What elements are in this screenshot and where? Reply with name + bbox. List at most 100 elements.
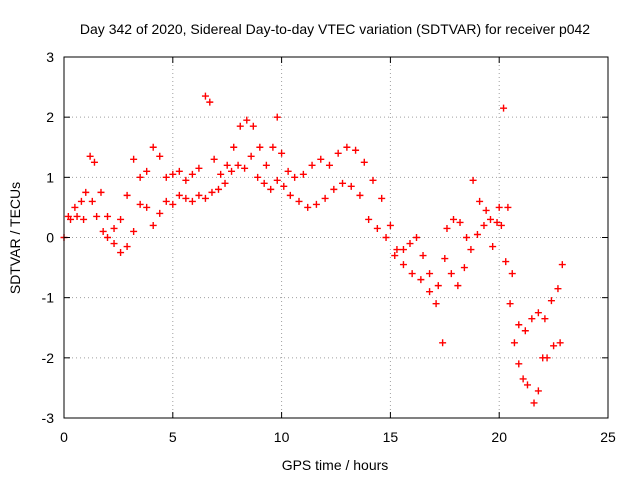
data-point (482, 206, 490, 214)
data-point (528, 315, 536, 323)
data-point (365, 215, 373, 223)
data-point (504, 203, 512, 211)
y-tick-label: -3 (42, 410, 55, 426)
data-point (280, 182, 288, 190)
data-point (467, 246, 475, 254)
grid-lines (64, 57, 608, 418)
y-tick-label: 1 (46, 169, 54, 185)
data-point (558, 261, 566, 269)
data-point (77, 197, 85, 205)
data-point (497, 221, 505, 229)
y-axis-label: SDTVAR / TECUs (7, 182, 23, 294)
data-point (534, 309, 542, 317)
data-point (378, 194, 386, 202)
data-point (447, 270, 455, 278)
data-point (110, 224, 118, 232)
data-point (273, 176, 281, 184)
data-point (210, 155, 218, 163)
data-point (510, 339, 518, 347)
data-point (506, 300, 514, 308)
data-point (399, 246, 407, 254)
data-point (419, 252, 427, 260)
data-point (519, 375, 527, 383)
data-point (304, 203, 312, 211)
data-point (175, 191, 183, 199)
data-point (71, 203, 79, 211)
data-point (339, 179, 347, 187)
y-tick-label: -2 (42, 350, 55, 366)
data-point (312, 200, 320, 208)
data-point (262, 161, 270, 169)
data-point (73, 212, 81, 220)
data-point (489, 243, 497, 251)
data-point (201, 92, 209, 100)
series-2 (67, 152, 564, 407)
data-point (521, 327, 529, 335)
data-point (228, 167, 236, 175)
data-point (360, 158, 368, 166)
data-point (149, 143, 157, 151)
data-point (188, 170, 196, 178)
data-point (393, 246, 401, 254)
y-tick-label: 0 (46, 230, 54, 246)
data-point (117, 249, 125, 257)
data-point (515, 360, 523, 368)
data-point (130, 227, 138, 235)
data-point (308, 161, 316, 169)
series-1 (60, 92, 566, 347)
data-point (347, 182, 355, 190)
x-tick-label: 20 (491, 429, 507, 445)
chart-title: Day 342 of 2020, Sidereal Day-to-day VTE… (80, 21, 590, 37)
data-point (469, 176, 477, 184)
data-point (214, 185, 222, 193)
data-point (295, 197, 303, 205)
data-point (439, 339, 447, 347)
data-point (278, 149, 286, 157)
data-point (495, 203, 503, 211)
x-tick-label: 15 (383, 429, 399, 445)
data-point (456, 218, 464, 226)
data-point (413, 234, 421, 241)
data-point (195, 164, 203, 172)
data-point (386, 221, 394, 229)
data-point (110, 240, 118, 248)
data-point (247, 152, 255, 160)
data-point (273, 113, 281, 121)
data-point (454, 282, 462, 290)
data-point (243, 116, 251, 124)
data-point (382, 234, 390, 241)
axis-ticks: 0 5 10 15 20 25 -3 -2 -1 0 1 2 3 (42, 49, 616, 445)
data-point (182, 176, 190, 184)
data-point (175, 167, 183, 175)
y-tick-label: 2 (46, 109, 54, 125)
data-point (502, 258, 510, 266)
data-point (321, 194, 329, 202)
x-tick-label: 10 (274, 429, 290, 445)
data-point (554, 285, 562, 293)
data-point (123, 243, 131, 251)
data-point (508, 270, 516, 278)
data-point (169, 170, 177, 178)
data-point (523, 381, 531, 389)
data-point (221, 179, 229, 187)
data-point (236, 122, 244, 130)
data-point (299, 170, 307, 178)
data-point (104, 234, 112, 241)
data-point (399, 261, 407, 269)
data-point (373, 224, 381, 232)
data-point (460, 264, 468, 272)
data-point (426, 270, 434, 278)
data-point (249, 122, 257, 130)
data-point (417, 276, 425, 284)
data-point (223, 161, 231, 169)
data-point (541, 315, 549, 323)
data-point (515, 321, 523, 329)
x-tick-label: 5 (169, 429, 177, 445)
data-point (450, 215, 458, 223)
data-point (408, 270, 416, 278)
data-point (556, 339, 564, 347)
data-point (143, 167, 151, 175)
data-points (60, 92, 566, 407)
data-point (284, 167, 292, 175)
